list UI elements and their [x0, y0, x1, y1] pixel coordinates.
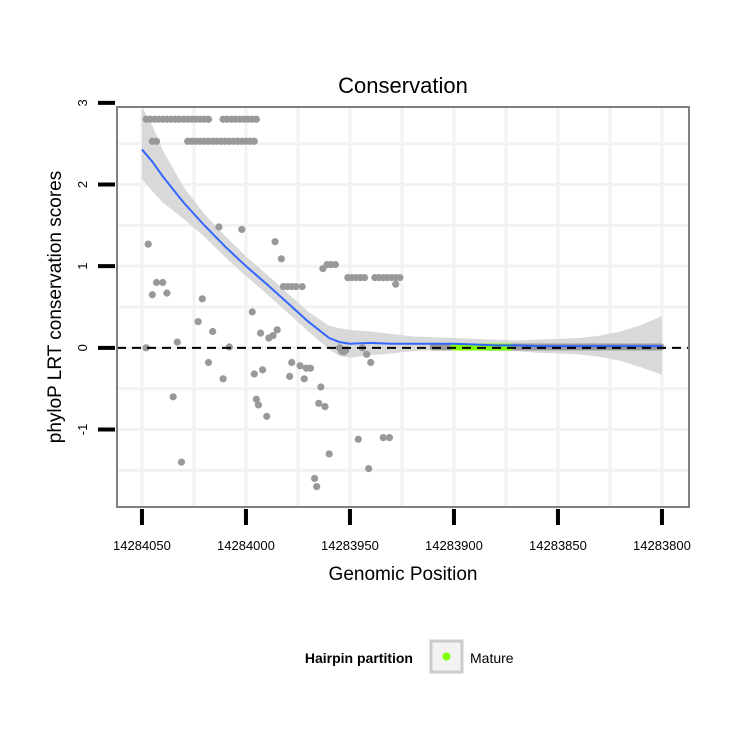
- data-point: [250, 137, 258, 145]
- data-point: [250, 370, 258, 378]
- data-point: [169, 393, 177, 401]
- x-tick-label: 14284000: [217, 538, 275, 553]
- data-point: [173, 338, 181, 346]
- data-point: [252, 115, 260, 123]
- data-point: [252, 395, 260, 403]
- data-point: [311, 474, 319, 483]
- data-point: [273, 326, 281, 334]
- data-point: [379, 434, 387, 442]
- data-point: [300, 375, 308, 383]
- y-tick-label: -1: [75, 424, 90, 436]
- plot-panel: [116, 106, 690, 508]
- smooth-line: [141, 148, 662, 348]
- data-point: [296, 362, 304, 370]
- data-point: [238, 225, 246, 234]
- data-point: [142, 344, 150, 352]
- data-point: [198, 295, 206, 303]
- data-point: [321, 402, 329, 411]
- panel-border: [116, 106, 690, 508]
- legend-title: Hairpin partition: [305, 650, 413, 666]
- data-point: [385, 434, 394, 442]
- legend-key-mature-icon: [442, 652, 451, 661]
- data-point: [313, 482, 321, 491]
- legend-label-mature: Mature: [470, 650, 514, 666]
- data-point: [392, 280, 400, 288]
- data-point: [163, 289, 171, 297]
- legend: Hairpin partition Mature: [305, 639, 514, 674]
- data-point: [292, 282, 300, 291]
- data-point: [360, 274, 369, 282]
- x-tick-label: 14283800: [633, 538, 691, 553]
- y-tick-label: 2: [75, 181, 90, 188]
- data-point: [331, 260, 339, 269]
- data-point: [254, 401, 263, 409]
- data-point: [204, 358, 213, 367]
- data-point: [256, 329, 265, 337]
- data-point: [298, 282, 306, 291]
- x-tick-label: 14283850: [529, 538, 587, 553]
- data-point: [367, 358, 375, 367]
- data-point: [159, 278, 167, 287]
- data-point: [286, 372, 294, 380]
- data-point: [209, 327, 217, 336]
- y-tick-label: 3: [75, 99, 90, 106]
- data-point: [288, 358, 296, 367]
- x-axis-title: Genomic Position: [329, 564, 478, 585]
- data-point: [317, 383, 325, 391]
- x-tick-label: 14283950: [321, 538, 379, 553]
- data-point: [148, 291, 156, 299]
- data-point: [396, 274, 404, 282]
- data-point: [277, 255, 285, 263]
- data-point: [259, 366, 267, 374]
- y-tick-label: 0: [75, 344, 90, 351]
- data-point: [363, 350, 371, 358]
- data-point: [269, 331, 277, 340]
- data-point: [263, 412, 271, 420]
- data-point: [152, 278, 161, 287]
- data-point: [354, 435, 362, 443]
- data-point: [315, 399, 323, 407]
- data-point: [204, 115, 213, 123]
- data-point: [365, 465, 373, 473]
- data-point: [306, 364, 315, 372]
- data-point: [325, 450, 333, 458]
- grid-lines: [117, 107, 689, 507]
- data-point: [144, 240, 152, 248]
- data-point: [248, 308, 256, 316]
- data-point: [271, 238, 279, 246]
- data-point: [215, 223, 223, 231]
- x-tick-label: 14283900: [425, 538, 483, 553]
- chart-title: Conservation: [338, 73, 468, 98]
- y-axis: -1 0 1 2 3: [75, 99, 115, 435]
- x-tick-label: 14284050: [113, 538, 171, 553]
- data-point: [177, 458, 186, 466]
- y-axis-title: phyloP LRT conservation scores: [45, 171, 66, 444]
- x-axis: 14284050 14284000 14283950 14283900 14283850…: [113, 509, 691, 553]
- data-point: [152, 137, 161, 145]
- data-point: [194, 318, 202, 326]
- y-tick-label: 1: [75, 263, 90, 270]
- data-point: [219, 375, 227, 383]
